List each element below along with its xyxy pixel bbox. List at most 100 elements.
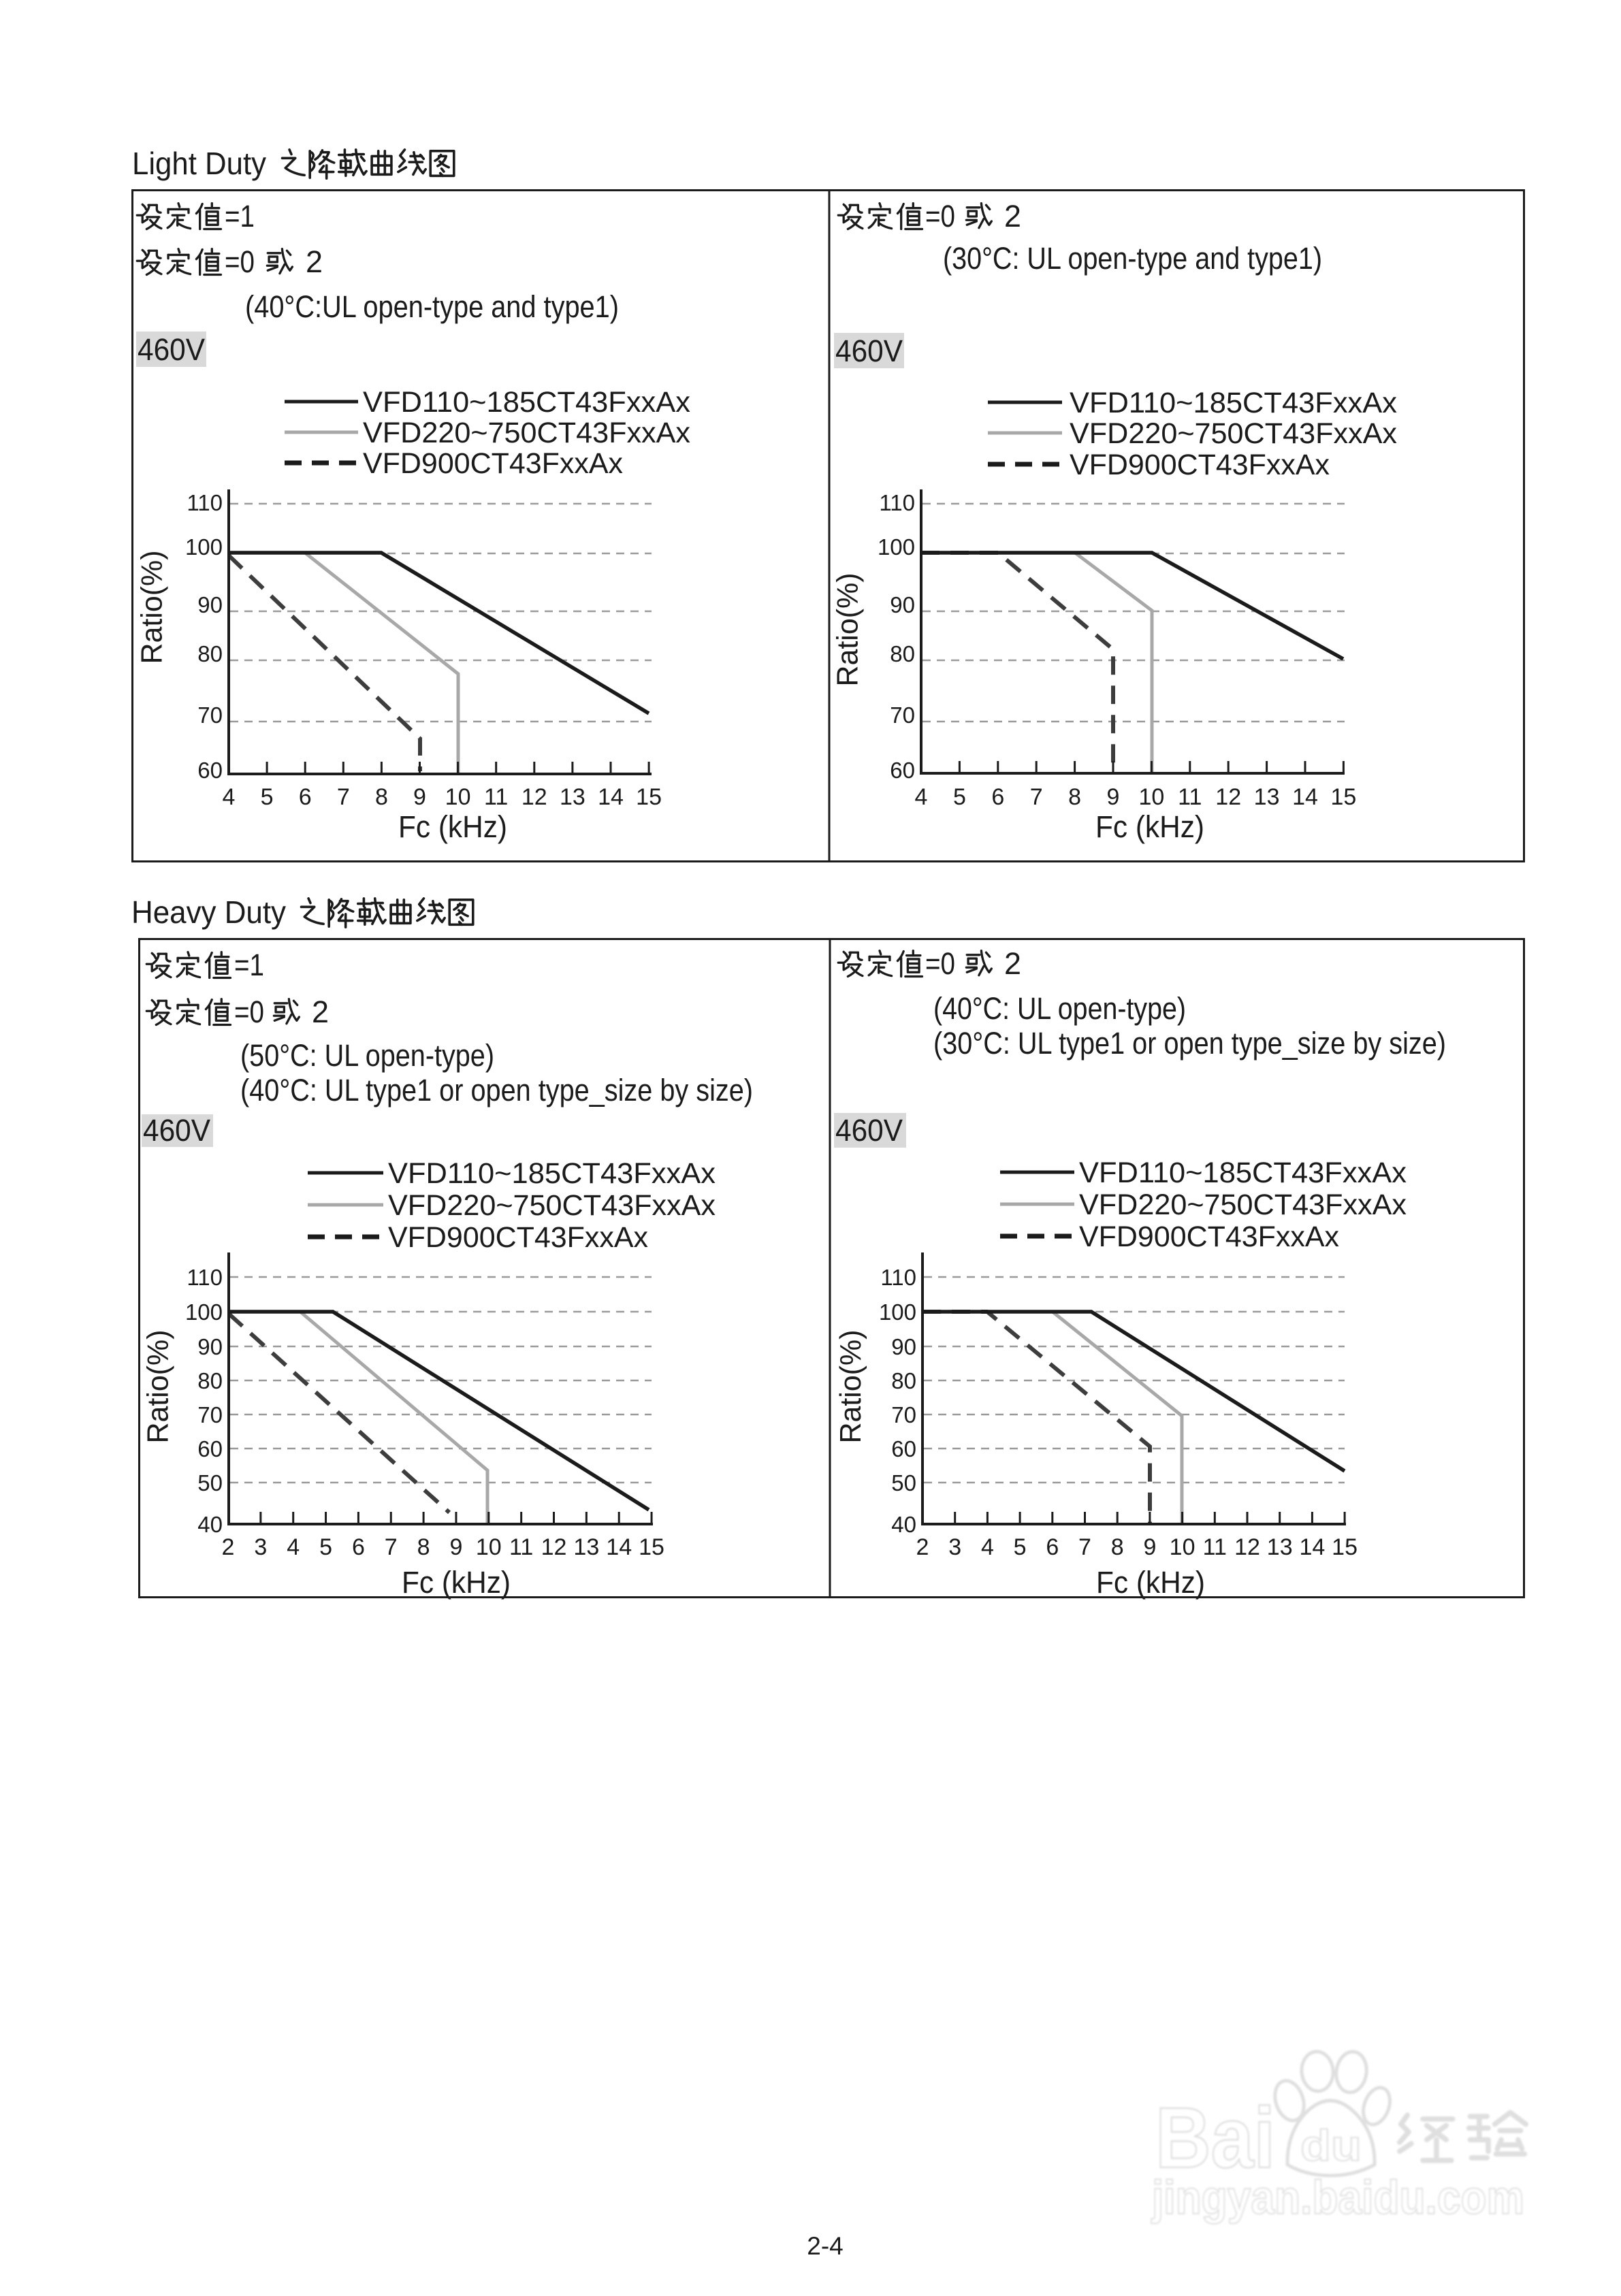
svg-text:60: 60 xyxy=(891,1436,916,1461)
svg-text:11: 11 xyxy=(1178,784,1202,810)
svg-text:15: 15 xyxy=(639,1534,664,1560)
svg-text:14: 14 xyxy=(598,784,624,810)
svg-text:80: 80 xyxy=(890,641,915,666)
svg-text:90: 90 xyxy=(197,1334,223,1359)
svg-text:460V: 460V xyxy=(138,332,205,367)
svg-text:100: 100 xyxy=(879,1299,916,1325)
svg-text:15: 15 xyxy=(636,784,662,810)
svg-text:8: 8 xyxy=(1068,784,1081,810)
svg-text:7: 7 xyxy=(1078,1534,1091,1560)
svg-text:14: 14 xyxy=(606,1534,632,1560)
svg-text:(40°C: UL type1 or open type_s: (40°C: UL type1 or open type_size by siz… xyxy=(240,1073,753,1107)
svg-text:5: 5 xyxy=(261,784,274,810)
svg-text:VFD110~185CT43FxxAx: VFD110~185CT43FxxAx xyxy=(388,1157,716,1190)
svg-text:40: 40 xyxy=(891,1512,916,1537)
svg-text:70: 70 xyxy=(197,702,223,728)
svg-text:11: 11 xyxy=(1203,1534,1227,1560)
svg-text:10: 10 xyxy=(1170,1534,1195,1560)
svg-text:du: du xyxy=(1300,2121,1362,2170)
svg-text:Ratio(%): Ratio(%) xyxy=(831,573,865,687)
svg-text:12: 12 xyxy=(541,1534,567,1560)
svg-text:Ratio(%): Ratio(%) xyxy=(834,1330,867,1444)
svg-text:100: 100 xyxy=(185,534,223,560)
svg-text:2: 2 xyxy=(306,244,323,279)
svg-text:Fc (kHz): Fc (kHz) xyxy=(1095,809,1204,844)
svg-text:13: 13 xyxy=(1267,1534,1293,1560)
svg-text:460V: 460V xyxy=(835,334,903,368)
svg-text:VFD220~750CT43FxxAx: VFD220~750CT43FxxAx xyxy=(388,1189,716,1222)
svg-text:5: 5 xyxy=(319,1534,332,1560)
svg-text:8: 8 xyxy=(375,784,388,810)
svg-text:4: 4 xyxy=(223,784,236,810)
svg-text:15: 15 xyxy=(1330,784,1356,810)
svg-text:VFD110~185CT43FxxAx: VFD110~185CT43FxxAx xyxy=(1070,387,1397,419)
svg-text:13: 13 xyxy=(573,1534,599,1560)
svg-text:8: 8 xyxy=(417,1534,430,1560)
svg-text:80: 80 xyxy=(891,1368,916,1393)
svg-text:460V: 460V xyxy=(143,1113,210,1148)
svg-text:110: 110 xyxy=(187,1265,223,1290)
svg-text:VFD220~750CT43FxxAx: VFD220~750CT43FxxAx xyxy=(363,417,690,449)
svg-text:=0: =0 xyxy=(925,199,955,233)
svg-text:5: 5 xyxy=(953,784,966,810)
svg-text:50: 50 xyxy=(891,1470,916,1495)
svg-text:6: 6 xyxy=(352,1534,365,1560)
svg-text:6: 6 xyxy=(991,784,1004,810)
svg-text:2-4: 2-4 xyxy=(807,2232,843,2260)
svg-text:4: 4 xyxy=(287,1534,300,1560)
svg-text:110: 110 xyxy=(880,1265,916,1290)
svg-text:Heavy Duty: Heavy Duty xyxy=(131,894,286,930)
svg-text:10: 10 xyxy=(1138,784,1164,810)
svg-text:2: 2 xyxy=(1004,199,1021,233)
svg-text:90: 90 xyxy=(891,1334,916,1359)
svg-text:VFD900CT43FxxAx: VFD900CT43FxxAx xyxy=(388,1221,648,1254)
svg-text:9: 9 xyxy=(1143,1534,1156,1560)
svg-text:7: 7 xyxy=(337,784,350,810)
svg-text:VFD900CT43FxxAx: VFD900CT43FxxAx xyxy=(1079,1220,1339,1253)
svg-text:14: 14 xyxy=(1299,1534,1325,1560)
svg-text:70: 70 xyxy=(197,1402,223,1427)
svg-text:(30°C: UL open-type and type1): (30°C: UL open-type and type1) xyxy=(943,241,1322,276)
svg-text:VFD220~750CT43FxxAx: VFD220~750CT43FxxAx xyxy=(1070,417,1397,450)
svg-text:2: 2 xyxy=(312,995,329,1029)
svg-text:90: 90 xyxy=(890,592,915,617)
svg-text:60: 60 xyxy=(197,1436,223,1461)
svg-text:50: 50 xyxy=(197,1470,223,1495)
svg-text:(50°C: UL open-type): (50°C: UL open-type) xyxy=(240,1038,494,1073)
svg-text:2: 2 xyxy=(916,1534,929,1560)
svg-text:12: 12 xyxy=(1234,1534,1260,1560)
svg-text:(30°C: UL type1 or open type_s: (30°C: UL type1 or open type_size by siz… xyxy=(933,1026,1446,1061)
svg-text:5: 5 xyxy=(1014,1534,1027,1560)
svg-text:12: 12 xyxy=(1215,784,1241,810)
svg-text:8: 8 xyxy=(1111,1534,1124,1560)
svg-text:9: 9 xyxy=(1107,784,1120,810)
svg-text:100: 100 xyxy=(185,1299,223,1325)
svg-text:3: 3 xyxy=(948,1534,961,1560)
svg-text:60: 60 xyxy=(197,758,223,783)
svg-text:80: 80 xyxy=(197,641,223,666)
svg-text:460V: 460V xyxy=(835,1113,903,1148)
svg-text:VFD110~185CT43FxxAx: VFD110~185CT43FxxAx xyxy=(1079,1157,1407,1189)
svg-text:9: 9 xyxy=(413,784,426,810)
svg-text:10: 10 xyxy=(476,1534,502,1560)
svg-text:VFD900CT43FxxAx: VFD900CT43FxxAx xyxy=(1070,449,1330,481)
svg-text:4: 4 xyxy=(981,1534,994,1560)
svg-text:VFD220~750CT43FxxAx: VFD220~750CT43FxxAx xyxy=(1079,1189,1407,1221)
svg-text:100: 100 xyxy=(878,534,915,560)
svg-text:2: 2 xyxy=(1004,946,1021,981)
svg-text:Fc (kHz): Fc (kHz) xyxy=(402,1565,511,1600)
svg-text:13: 13 xyxy=(1254,784,1280,810)
svg-text:70: 70 xyxy=(891,1402,916,1427)
svg-text:2: 2 xyxy=(222,1534,235,1560)
svg-text:90: 90 xyxy=(197,592,223,617)
svg-text:Bai: Bai xyxy=(1155,2090,1275,2186)
svg-text:15: 15 xyxy=(1332,1534,1358,1560)
svg-text:Light Duty: Light Duty xyxy=(132,146,266,181)
svg-text:=0: =0 xyxy=(925,946,955,981)
svg-text:Fc (kHz): Fc (kHz) xyxy=(398,809,507,844)
svg-text:6: 6 xyxy=(1046,1534,1059,1560)
svg-text:7: 7 xyxy=(1030,784,1043,810)
svg-text:Fc (kHz): Fc (kHz) xyxy=(1096,1565,1205,1600)
svg-text:VFD110~185CT43FxxAx: VFD110~185CT43FxxAx xyxy=(363,386,690,419)
svg-text:110: 110 xyxy=(879,490,915,515)
